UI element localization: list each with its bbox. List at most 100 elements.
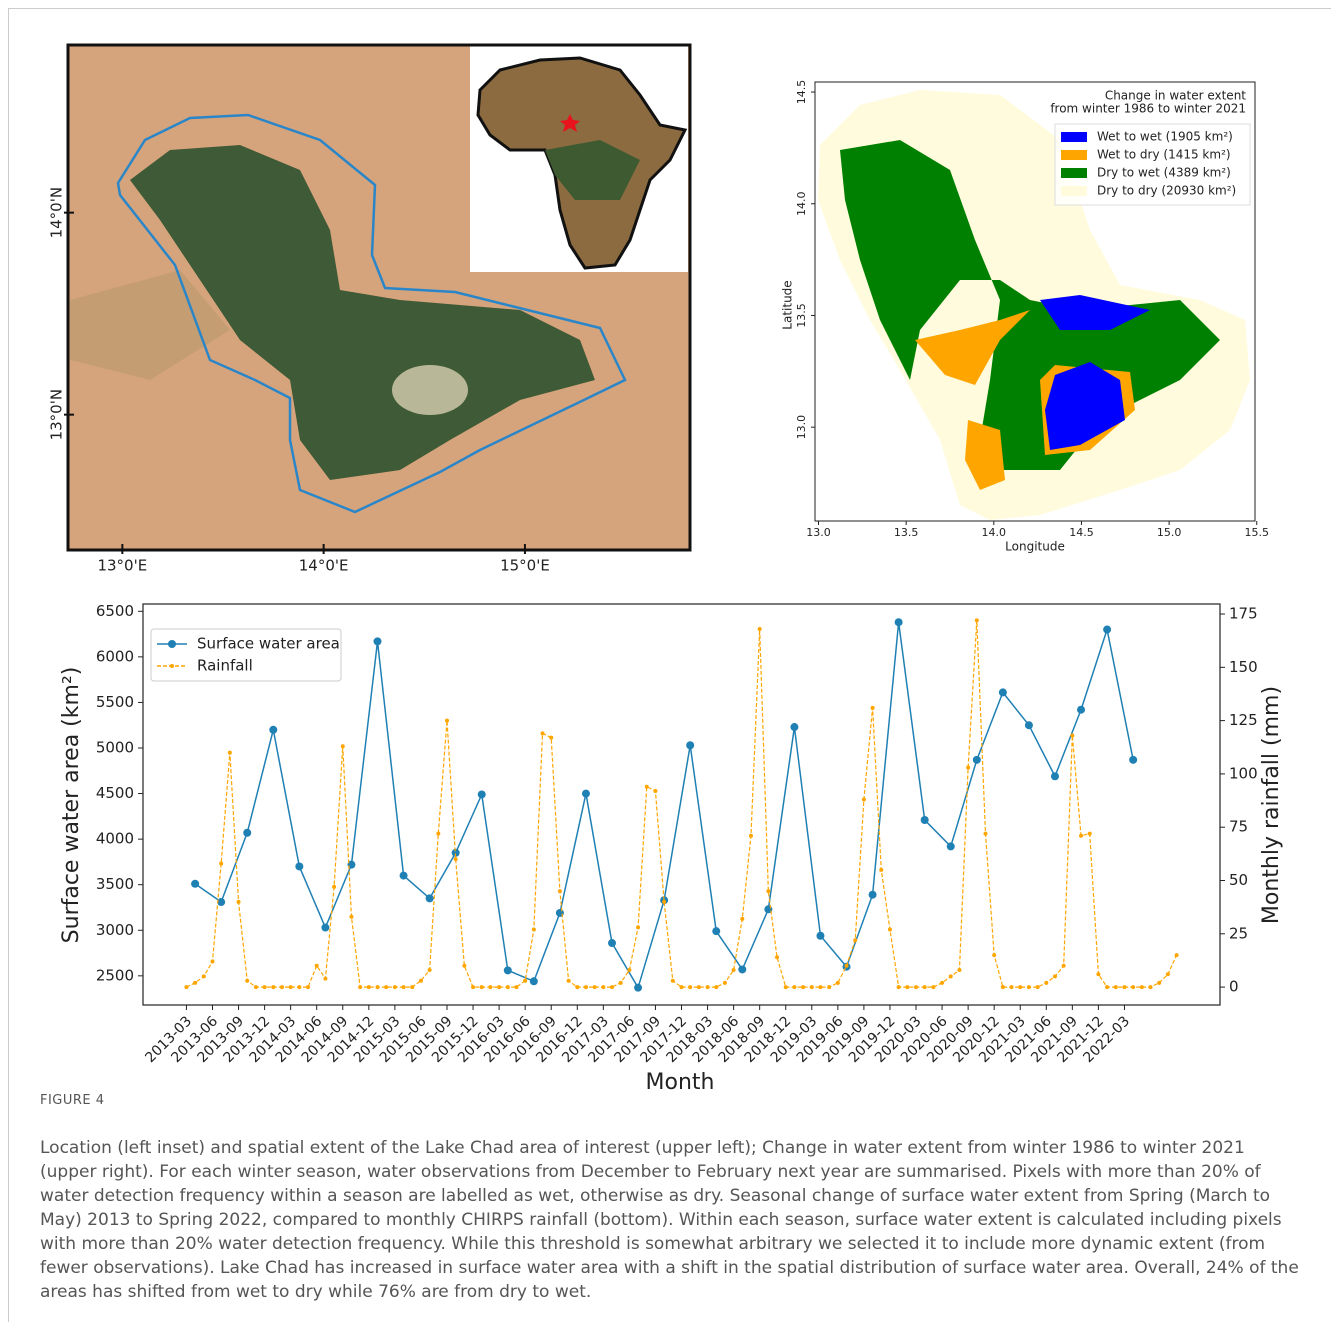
data-point <box>766 889 770 893</box>
figure-caption: Location (left inset) and spatial extent… <box>40 1136 1302 1304</box>
data-point <box>871 706 875 710</box>
data-point <box>271 985 275 989</box>
data-point <box>949 974 953 978</box>
data-point <box>1053 974 1057 978</box>
data-point <box>619 981 623 985</box>
data-point <box>593 985 597 989</box>
y-tick-label: 4000 <box>96 830 134 848</box>
data-point <box>862 797 866 801</box>
data-point <box>269 726 277 734</box>
data-point <box>428 968 432 972</box>
data-point <box>1149 985 1153 989</box>
x-axis-label: Month <box>646 1070 715 1090</box>
data-point <box>792 985 796 989</box>
y-tick-label: 13.0 <box>795 415 808 440</box>
data-point <box>402 985 406 989</box>
figure-panels: 13°0'E14°0'E15°0'E13°0'N14°0'N13.013.514… <box>0 0 1331 1090</box>
data-point <box>410 985 414 989</box>
legend-marker <box>170 664 174 668</box>
data-point <box>869 891 877 899</box>
data-point <box>523 979 527 983</box>
data-point <box>966 766 970 770</box>
data-point <box>1027 985 1031 989</box>
data-point <box>879 868 883 872</box>
data-point <box>358 985 362 989</box>
data-point <box>514 985 518 989</box>
data-point <box>1131 985 1135 989</box>
data-point <box>1025 721 1033 729</box>
data-point <box>608 939 616 947</box>
y-tick-label: 13°0'N <box>48 389 66 440</box>
data-point <box>1010 985 1014 989</box>
data-point <box>816 932 824 940</box>
data-point <box>323 977 327 981</box>
legend-title: from winter 1986 to winter 2021 <box>1050 102 1246 116</box>
data-point <box>905 985 909 989</box>
x-axis-label: Longitude <box>1005 540 1065 554</box>
y-tick-label: 14°0'N <box>48 187 66 238</box>
data-point <box>488 985 492 989</box>
data-point <box>723 981 727 985</box>
data-point <box>845 964 849 968</box>
data-point <box>549 736 553 740</box>
data-point <box>975 618 979 622</box>
data-point <box>1077 706 1085 714</box>
y-tick-label: 4500 <box>96 784 134 802</box>
data-point <box>1166 972 1170 976</box>
data-point <box>532 928 536 932</box>
data-point <box>454 857 458 861</box>
data-point <box>697 985 701 989</box>
y-axis-label: Surface water area (km²) <box>59 667 84 944</box>
data-point <box>202 974 206 978</box>
data-point <box>341 744 345 748</box>
data-point <box>567 979 571 983</box>
data-point <box>584 985 588 989</box>
data-point <box>680 985 684 989</box>
data-point <box>706 985 710 989</box>
data-point <box>610 985 614 989</box>
figure-label: FIGURE 4 <box>40 1093 105 1108</box>
y-tick-label: 6500 <box>96 602 134 620</box>
data-point <box>714 985 718 989</box>
data-point <box>541 731 545 735</box>
legend-label: Dry to wet (4389 km²) <box>1097 166 1231 180</box>
data-point <box>315 964 319 968</box>
data-point <box>306 985 310 989</box>
y2-tick-label: 25 <box>1229 924 1248 942</box>
data-point <box>349 915 353 919</box>
data-point <box>254 985 258 989</box>
data-point <box>1001 985 1005 989</box>
data-point <box>445 719 449 723</box>
data-point <box>478 790 486 798</box>
legend-marker <box>168 640 176 648</box>
data-point <box>289 985 293 989</box>
y-tick-label: 6000 <box>96 647 134 665</box>
y-tick-label: 3000 <box>96 921 134 939</box>
y2-tick-label: 75 <box>1229 818 1248 836</box>
y-tick-label: 5000 <box>96 738 134 756</box>
y-tick-label: 5500 <box>96 693 134 711</box>
y-tick-label: 13.5 <box>795 303 808 328</box>
data-point <box>217 898 225 906</box>
y2-tick-label: 150 <box>1229 658 1258 676</box>
data-point <box>321 924 329 932</box>
data-point <box>810 985 814 989</box>
page: {"chart_data": [ {"type": "image_map", "… <box>0 0 1331 1322</box>
x-tick-label: 15.0 <box>1157 526 1182 539</box>
data-point <box>436 832 440 836</box>
data-point <box>634 984 642 992</box>
data-point <box>295 862 303 870</box>
data-point <box>374 637 382 645</box>
x-tick-label: 14.5 <box>1069 526 1094 539</box>
data-point <box>384 985 388 989</box>
x-tick-label: 15.5 <box>1245 526 1270 539</box>
data-point <box>1175 953 1179 957</box>
data-point <box>575 985 579 989</box>
legend-swatch <box>1061 168 1087 178</box>
data-point <box>914 985 918 989</box>
data-point <box>367 985 371 989</box>
data-point <box>983 832 987 836</box>
data-point <box>897 985 901 989</box>
y2-tick-label: 100 <box>1229 764 1258 782</box>
y-axis-label: Latitude <box>781 280 795 329</box>
